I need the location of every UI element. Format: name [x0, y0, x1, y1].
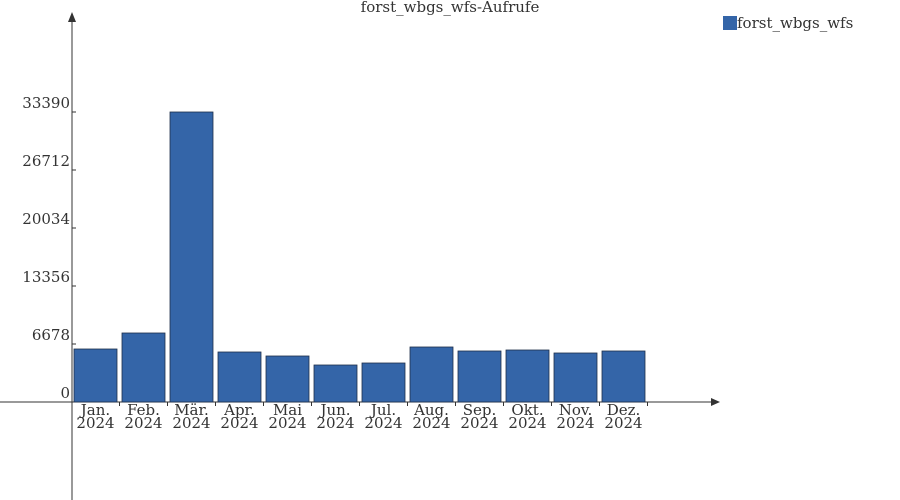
x-tick-label: Dez. — [607, 401, 641, 419]
bar — [553, 352, 598, 403]
x-tick-label: Apr. — [223, 401, 255, 419]
x-axis-arrow — [711, 398, 720, 406]
legend-swatch — [723, 16, 737, 30]
x-tick-label: 2024 — [220, 414, 258, 432]
x-tick-label: Nov. — [559, 401, 593, 419]
x-tick-label: Sep. — [463, 401, 497, 419]
bar — [73, 348, 118, 403]
y-tick-label: 26712 — [22, 152, 70, 170]
y-tick-label: 13356 — [22, 268, 70, 286]
bar — [265, 355, 310, 403]
x-tick-label: 2024 — [556, 414, 594, 432]
bar — [169, 111, 214, 403]
x-tick-label: Jan. — [79, 401, 110, 419]
legend-label: forst_wbgs_wfs — [737, 14, 853, 32]
x-tick-label: Aug. — [413, 401, 449, 419]
x-tick-label: 2024 — [172, 414, 210, 432]
bar — [313, 364, 358, 403]
bar — [457, 350, 502, 403]
chart-title: forst_wbgs_wfs-Aufrufe — [361, 0, 540, 16]
x-tick-label: 2024 — [412, 414, 450, 432]
x-tick-label: 2024 — [364, 414, 402, 432]
x-tick-label: 2024 — [604, 414, 642, 432]
x-tick-label: 2024 — [124, 414, 162, 432]
y-tick-label: 0 — [60, 384, 70, 402]
x-tick-label: 2024 — [460, 414, 498, 432]
x-tick-label: Mär. — [174, 401, 209, 419]
x-tick-label: 2024 — [316, 414, 354, 432]
bar — [409, 346, 454, 403]
y-tick-label: 33390 — [22, 94, 70, 112]
x-tick-label: 2024 — [76, 414, 114, 432]
bar — [217, 351, 262, 403]
bar — [121, 332, 166, 403]
y-tick-label: 20034 — [22, 210, 70, 228]
x-tick-label: Jul. — [369, 401, 396, 419]
x-tick-label: 2024 — [268, 414, 306, 432]
bar — [505, 349, 550, 403]
x-tick-label: Mai — [273, 401, 302, 419]
x-tick-label: Jun. — [318, 401, 350, 419]
y-axis-arrow — [68, 12, 76, 22]
bar — [601, 350, 646, 403]
x-tick-label: 2024 — [508, 414, 546, 432]
bar — [361, 362, 406, 403]
x-tick-label: Feb. — [127, 401, 160, 419]
x-tick-label: Okt. — [511, 401, 543, 419]
y-tick-label: 6678 — [32, 326, 70, 344]
